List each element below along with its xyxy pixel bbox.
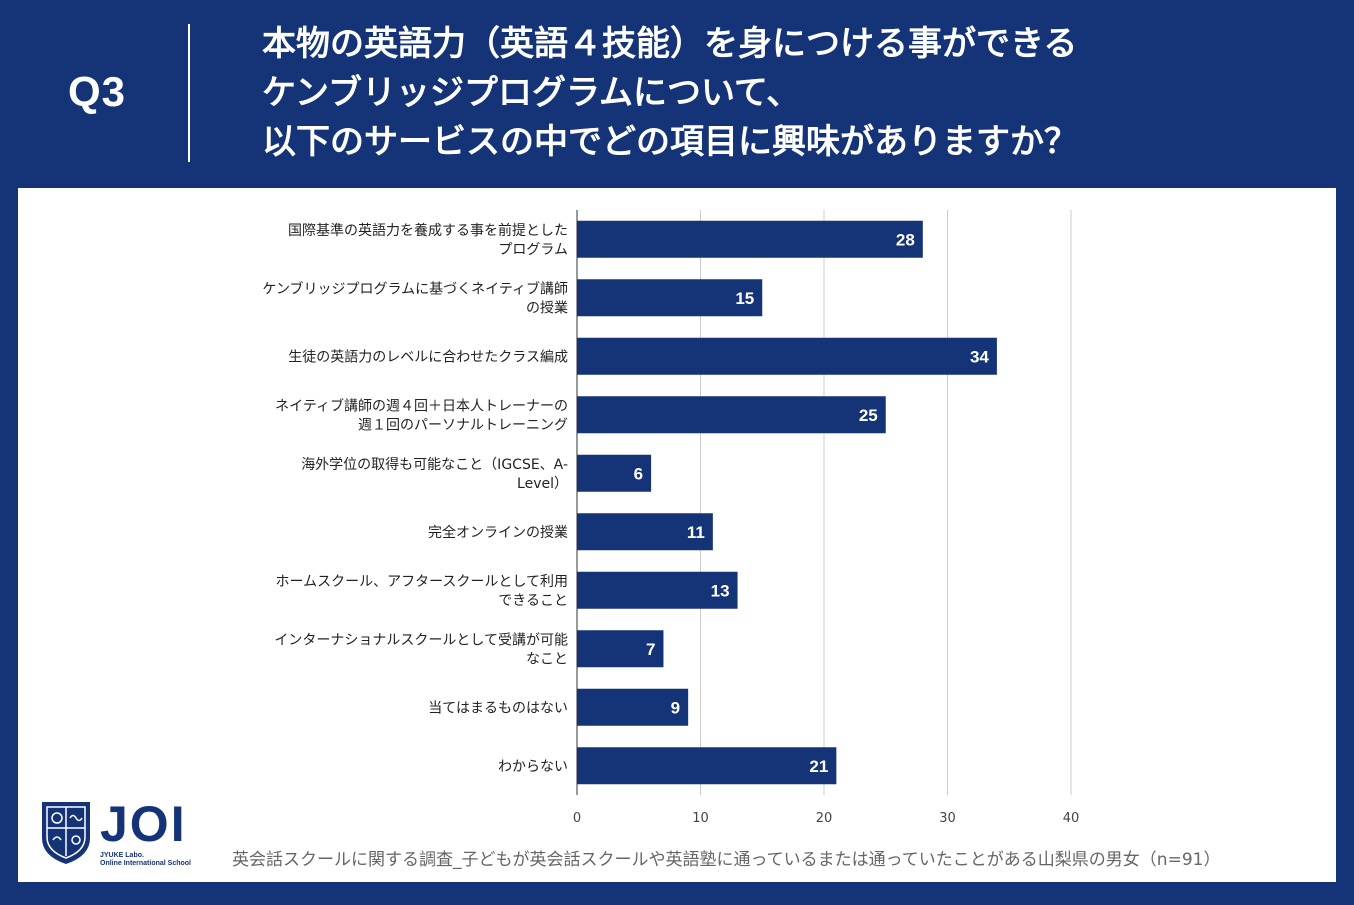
x-tick-label: 20 [816, 811, 833, 826]
category-label: 週１回のパーソナルトレーニング [358, 417, 568, 433]
bar [577, 513, 713, 551]
header: Q3 本物の英語力（英語４技能）を身につける事ができる ケンブリッジプログラムに… [0, 0, 1354, 188]
question-line-2: ケンブリッジプログラムについて、 [262, 73, 801, 113]
category-label: わからない [498, 759, 568, 775]
bar-value-label: 21 [809, 757, 828, 776]
category-label: Level） [517, 476, 568, 492]
bar-value-label: 28 [896, 230, 915, 249]
header-divider [188, 24, 190, 162]
bar [577, 396, 886, 434]
bar-value-label: 11 [687, 523, 705, 542]
category-label: 国際基準の英語力を養成する事を前提とした [288, 222, 568, 239]
x-tick-label: 40 [1063, 811, 1080, 826]
category-label: 海外学位の取得も可能なこと（IGCSE、A- [301, 456, 568, 473]
question-text: 本物の英語力（英語４技能）を身につける事ができる ケンブリッジプログラムについて… [262, 20, 1342, 167]
school-crest-icon [42, 802, 90, 864]
bar-value-label: 13 [711, 581, 730, 600]
category-label: 生徒の英語力のレベルに合わせたクラス編成 [288, 348, 568, 365]
bar [577, 630, 664, 668]
bar [577, 571, 738, 609]
bar [577, 454, 652, 492]
category-label: ホームスクール、アフタースクールとして利用 [276, 574, 568, 590]
category-label: なこと [526, 651, 568, 667]
category-label: ネイティブ講師の週４回＋日本人トレーナーの [275, 397, 568, 414]
question-line-1: 本物の英語力（英語４技能）を身につける事ができる [262, 24, 1078, 64]
logo-text: JOI [100, 796, 187, 852]
category-label: の授業 [526, 300, 568, 316]
bar [577, 220, 923, 258]
question-line-3: 以下のサービスの中でどの項目に興味がありますか？ [262, 122, 1078, 162]
bar [577, 337, 997, 375]
bar-value-label: 7 [646, 640, 655, 659]
bar-value-label: 9 [671, 698, 680, 717]
bar [577, 747, 837, 785]
x-tick-label: 30 [939, 811, 956, 826]
category-label: 完全オンラインの授業 [428, 524, 568, 541]
bar [577, 279, 763, 317]
category-label: 当てはまるものはない [428, 700, 568, 716]
survey-footnote: 英会話スクールに関する調査_子どもが英会話スクールや英語塾に通っているまたは通っ… [232, 850, 1221, 870]
bar-value-label: 6 [634, 464, 643, 483]
bar [577, 688, 689, 726]
logo-subtitle-2: Online International School [100, 860, 192, 867]
category-label: プログラム [498, 242, 568, 258]
bar-value-label: 15 [735, 289, 754, 308]
category-label: できること [498, 593, 568, 609]
logo-subtitle: JYUKE Labo. [100, 852, 144, 859]
category-label: ケンブリッジプログラムに基づくネイティブ講師 [262, 280, 568, 297]
question-label: Q3 [68, 68, 127, 115]
x-tick-label: 0 [573, 811, 581, 826]
bar-value-label: 34 [970, 347, 989, 366]
category-label: インターナショナルスクールとして受講が可能 [274, 632, 568, 648]
x-tick-label: 10 [692, 811, 709, 826]
bar-value-label: 25 [859, 406, 878, 425]
